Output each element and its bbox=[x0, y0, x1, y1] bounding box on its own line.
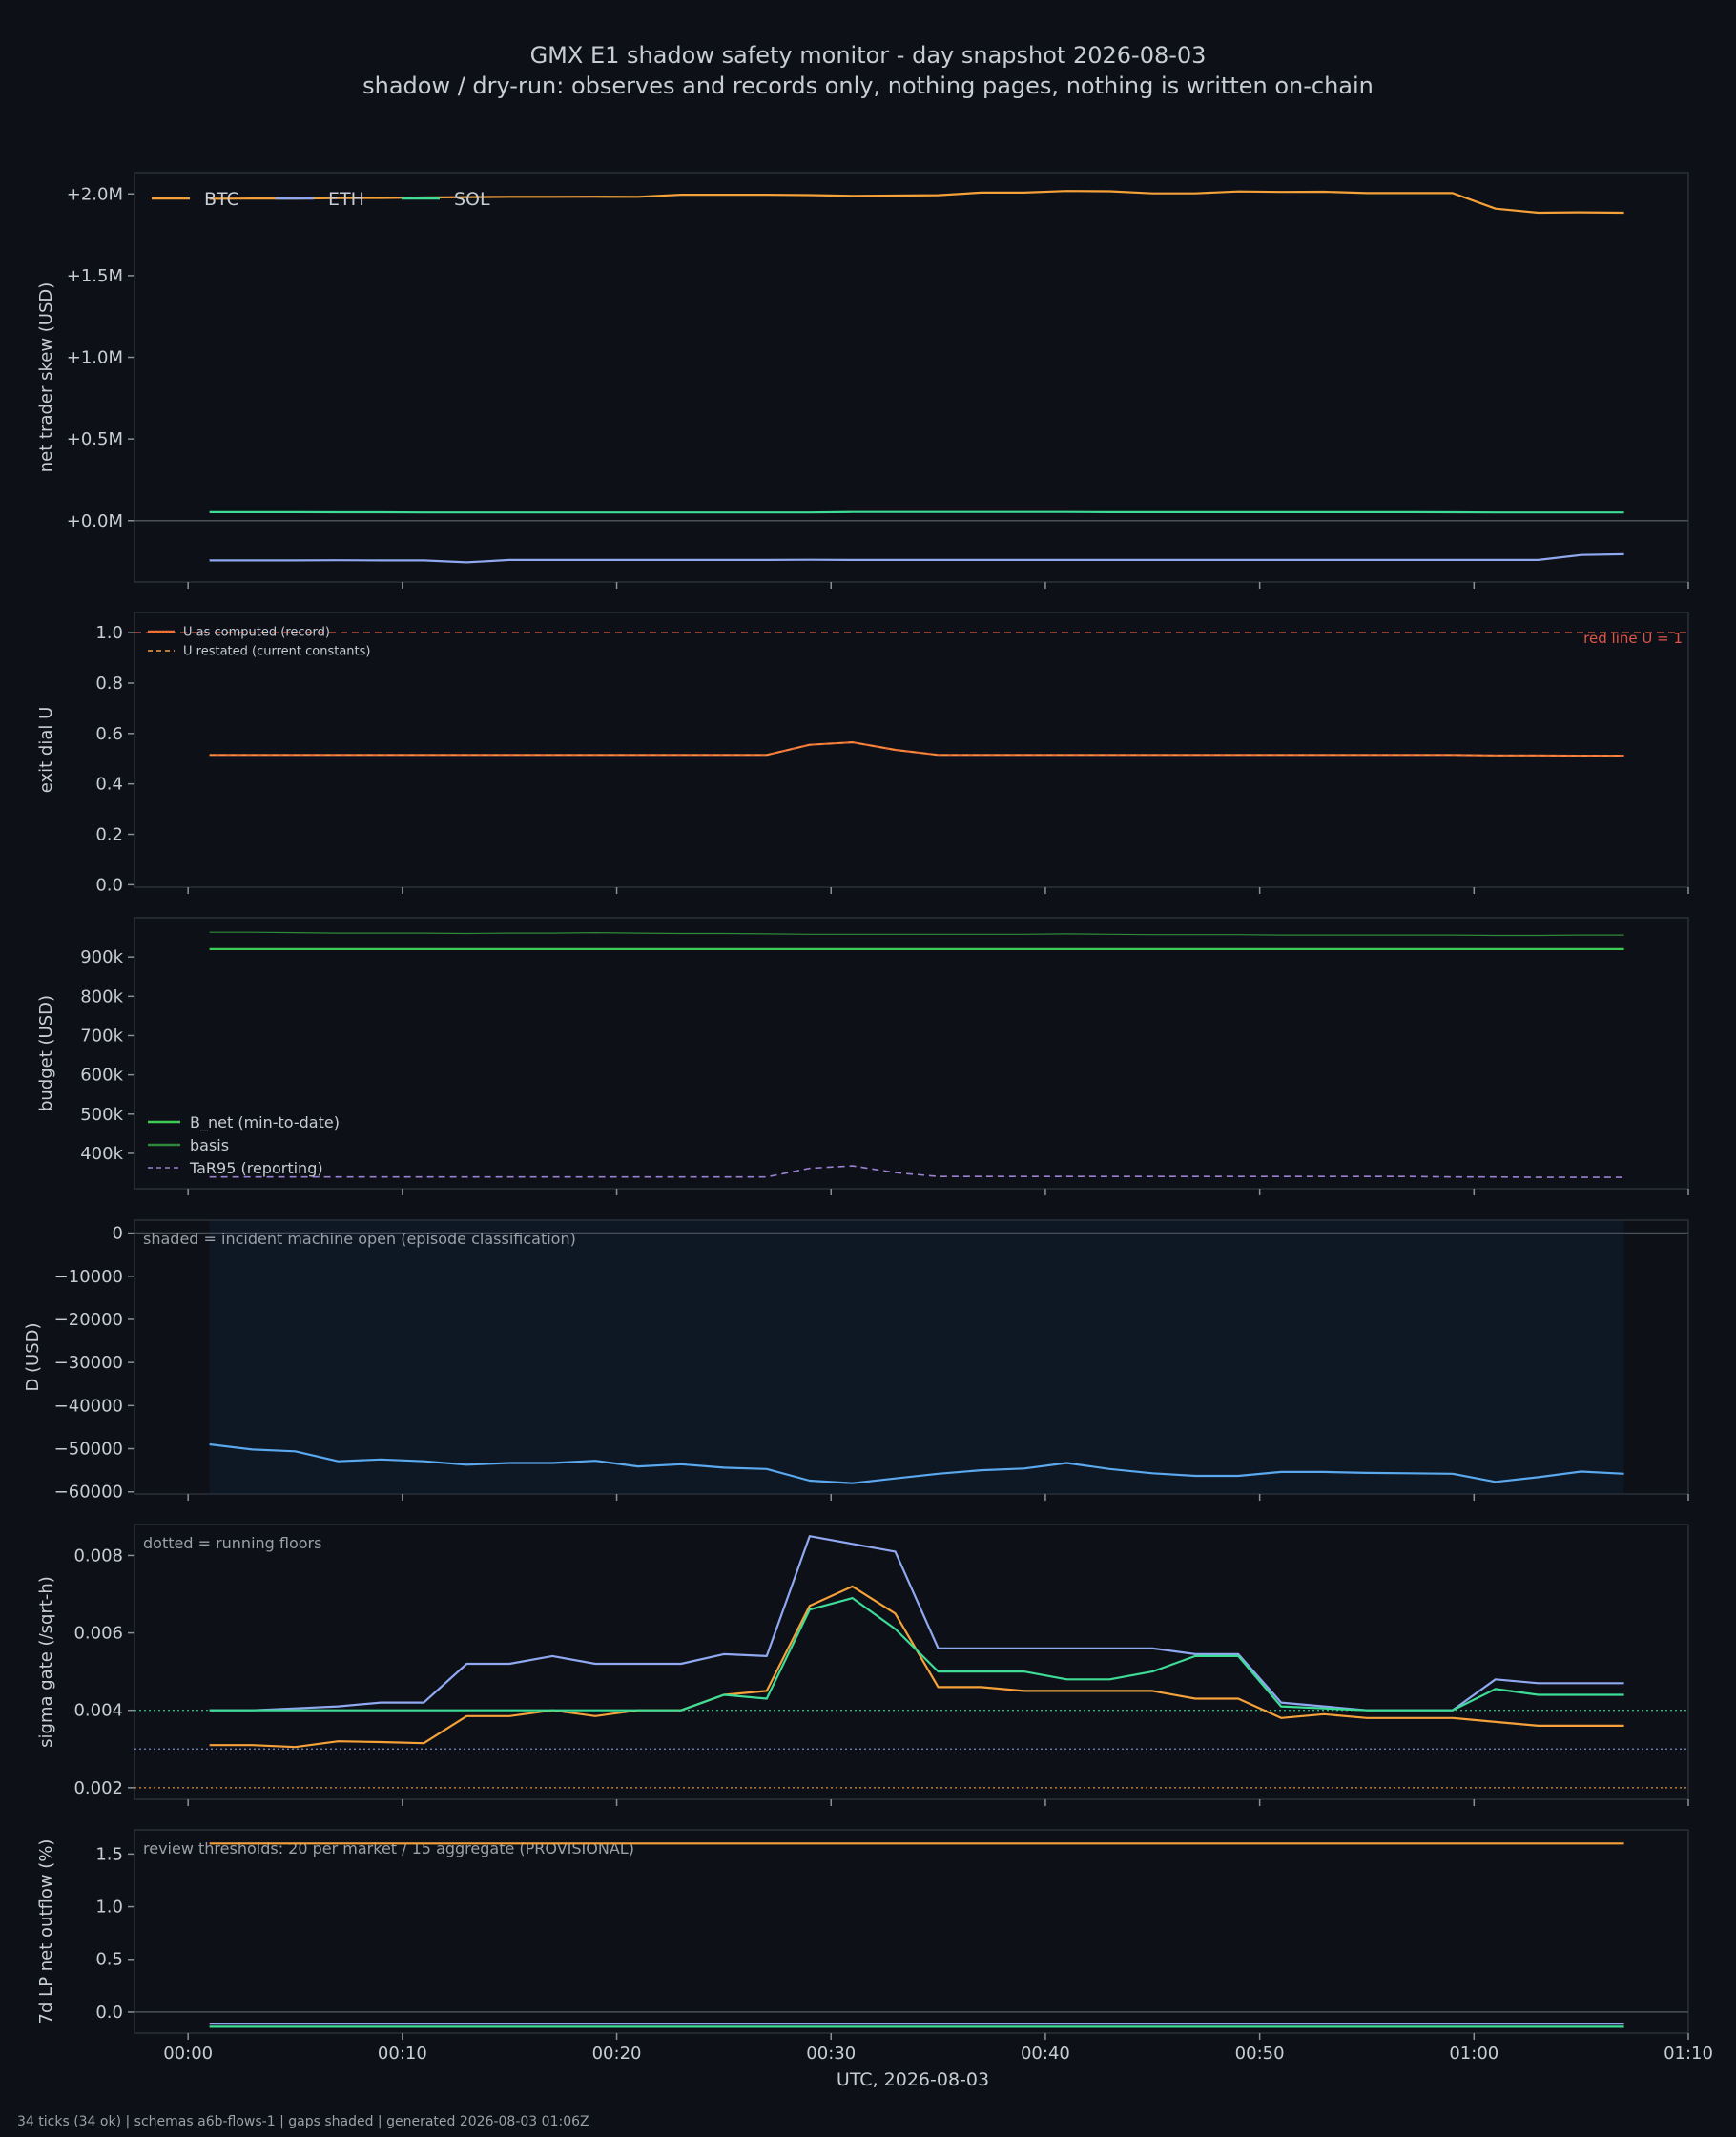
series-line-btc bbox=[209, 190, 1624, 215]
y-tick-label: 0.5 bbox=[95, 1950, 123, 1970]
legend-sol-label: SOL bbox=[454, 189, 490, 210]
y-tick-label: 0.0 bbox=[95, 875, 123, 895]
chart-title: GMX E1 shadow safety monitor - day snaps… bbox=[530, 42, 1207, 69]
y-tick-label: +1.0M bbox=[67, 348, 123, 368]
y-tick-label: 700k bbox=[80, 1026, 123, 1046]
x-axis: 00:00 00:10 00:20 00:30 00:40 00:50 01:00 01:10 bbox=[163, 2044, 1713, 2064]
y-axis-label: exit dial U bbox=[36, 707, 56, 794]
legend-skew: BTC ETH SOL bbox=[152, 189, 490, 210]
y-tick-label: 0.0 bbox=[95, 2002, 123, 2023]
series-line-eth bbox=[209, 552, 1624, 564]
y-tick-label: −10000 bbox=[54, 1267, 123, 1287]
legend-b-net-label: B_net (min-to-date) bbox=[190, 1113, 340, 1132]
panel-2: 1.0 0.8 0.6 0.4 0.2 0.0 exit dial U red line U … bbox=[36, 612, 1689, 895]
y-tick-label: −30000 bbox=[54, 1353, 123, 1373]
y-tick-label: 400k bbox=[80, 1144, 123, 1164]
legend-u-restated-label: U restated (current constants) bbox=[183, 645, 370, 659]
y-tick-label: 600k bbox=[80, 1066, 123, 1086]
y-tick-label: −60000 bbox=[54, 1483, 123, 1503]
panel-5: 0.008 0.006 0.004 0.002 sigma gate (/sqrt-h)… bbox=[36, 1524, 1689, 1806]
x-tick-label: 00:10 bbox=[378, 2044, 427, 2064]
series-line-d bbox=[209, 1442, 1624, 1484]
x-tick-label: 00:20 bbox=[592, 2044, 642, 2064]
legend-btc-label: BTC bbox=[204, 189, 239, 210]
panel-3: 900k 800k 700k 600k 500k 400k budget (USD) bbox=[36, 917, 1689, 1195]
x-tick-label: 00:50 bbox=[1235, 2044, 1285, 2064]
y-tick-label: −50000 bbox=[54, 1440, 123, 1460]
legend-u-computed-label: U as computed (record) bbox=[183, 626, 330, 640]
y-tick-label: 0.006 bbox=[73, 1624, 123, 1644]
y-tick-label: 0 bbox=[113, 1224, 123, 1244]
x-axis-label: UTC, 2026-08-03 bbox=[837, 2069, 989, 2090]
footer-text: 34 ticks (34 ok) | schemas a6b-flows-1 |… bbox=[17, 2114, 589, 2129]
y-tick-label: 1.0 bbox=[95, 623, 123, 643]
panel-frame bbox=[134, 1219, 1689, 1495]
y-tick-label: −40000 bbox=[54, 1396, 123, 1416]
legend-exit-dial: U as computed (record) U restated (curren… bbox=[148, 626, 370, 659]
series-line-basis bbox=[209, 931, 1624, 937]
y-axis-label: budget (USD) bbox=[36, 995, 56, 1111]
y-tick-label: +1.5M bbox=[67, 266, 123, 286]
y-tick-label: 0.004 bbox=[73, 1701, 123, 1721]
panel-note: shaded = incident machine open (episode … bbox=[143, 1230, 576, 1248]
panel-frame bbox=[134, 172, 1689, 583]
x-tick-label: 01:00 bbox=[1449, 2044, 1498, 2064]
y-tick-label: +0.5M bbox=[67, 429, 123, 449]
y-tick-label: 1.0 bbox=[95, 1898, 123, 1918]
y-tick-label: 0.4 bbox=[95, 775, 123, 795]
legend-tar95-label: TaR95 (reporting) bbox=[189, 1159, 323, 1177]
y-tick-label: 900k bbox=[80, 947, 123, 967]
panel-note: dotted = running floors bbox=[143, 1534, 321, 1552]
red-line-annotation: red line U = 1 bbox=[1583, 630, 1683, 647]
incident-shaded-region bbox=[209, 1220, 1624, 1494]
series-line-tar95-reporting bbox=[209, 1165, 1624, 1178]
series-line-sol bbox=[209, 1597, 1624, 1712]
series-line-u-restated-current-constants bbox=[209, 741, 1624, 757]
panel-frame bbox=[134, 612, 1689, 888]
x-tick-label: 01:10 bbox=[1664, 2044, 1713, 2064]
panel-frame bbox=[134, 1829, 1689, 2034]
y-tick-label: 500k bbox=[80, 1105, 123, 1125]
y-tick-label: −20000 bbox=[54, 1310, 123, 1330]
panel-frame bbox=[134, 917, 1689, 1190]
legend-basis-label: basis bbox=[190, 1136, 229, 1154]
legend-budget: B_net (min-to-date) basis TaR95 (reporting… bbox=[148, 1113, 340, 1177]
y-axis-label: sigma gate (/sqrt-h) bbox=[36, 1576, 56, 1748]
y-tick-label: 0.002 bbox=[73, 1778, 123, 1798]
y-tick-label: 0.6 bbox=[95, 724, 123, 744]
series-line-sol bbox=[209, 510, 1624, 514]
y-axis-label: net trader skew (USD) bbox=[36, 282, 56, 473]
legend-eth-label: ETH bbox=[328, 189, 364, 210]
y-tick-label: 0.8 bbox=[95, 674, 123, 694]
y-tick-label: +0.0M bbox=[67, 511, 123, 531]
y-tick-label: 1.5 bbox=[95, 1844, 123, 1864]
chart-subtitle: shadow / dry-run: observes and records o… bbox=[362, 73, 1374, 99]
x-tick-label: 00:40 bbox=[1021, 2044, 1070, 2064]
y-axis-label: D (USD) bbox=[23, 1322, 43, 1391]
x-tick-label: 00:30 bbox=[806, 2044, 856, 2064]
y-tick-label: +2.0M bbox=[67, 184, 123, 204]
x-tick-label: 00:00 bbox=[163, 2044, 213, 2064]
y-axis-label: 7d LP net outflow (%) bbox=[36, 1839, 56, 2024]
panel-note: review thresholds: 20 per market / 15 ag… bbox=[143, 1839, 634, 1857]
y-tick-label: 0.2 bbox=[95, 825, 123, 845]
y-tick-label: 0.008 bbox=[73, 1546, 123, 1566]
panel-frame bbox=[134, 1524, 1689, 1800]
panel-4: 0 −10000 −20000 −30000 −40000 −50000 −60000 D (… bbox=[23, 1219, 1689, 1503]
panel-1: +2.0M +1.5M +1.0M +0.5M +0.0M net trader skew… bbox=[36, 172, 1689, 589]
panel-6: 1.5 1.0 0.5 0.0 7d LP net outflow (%) review … bbox=[36, 1829, 1689, 2040]
y-tick-label: 800k bbox=[80, 986, 123, 1006]
chart-panels: +2.0M +1.5M +1.0M +0.5M +0.0M net trader skew… bbox=[23, 172, 1689, 2040]
